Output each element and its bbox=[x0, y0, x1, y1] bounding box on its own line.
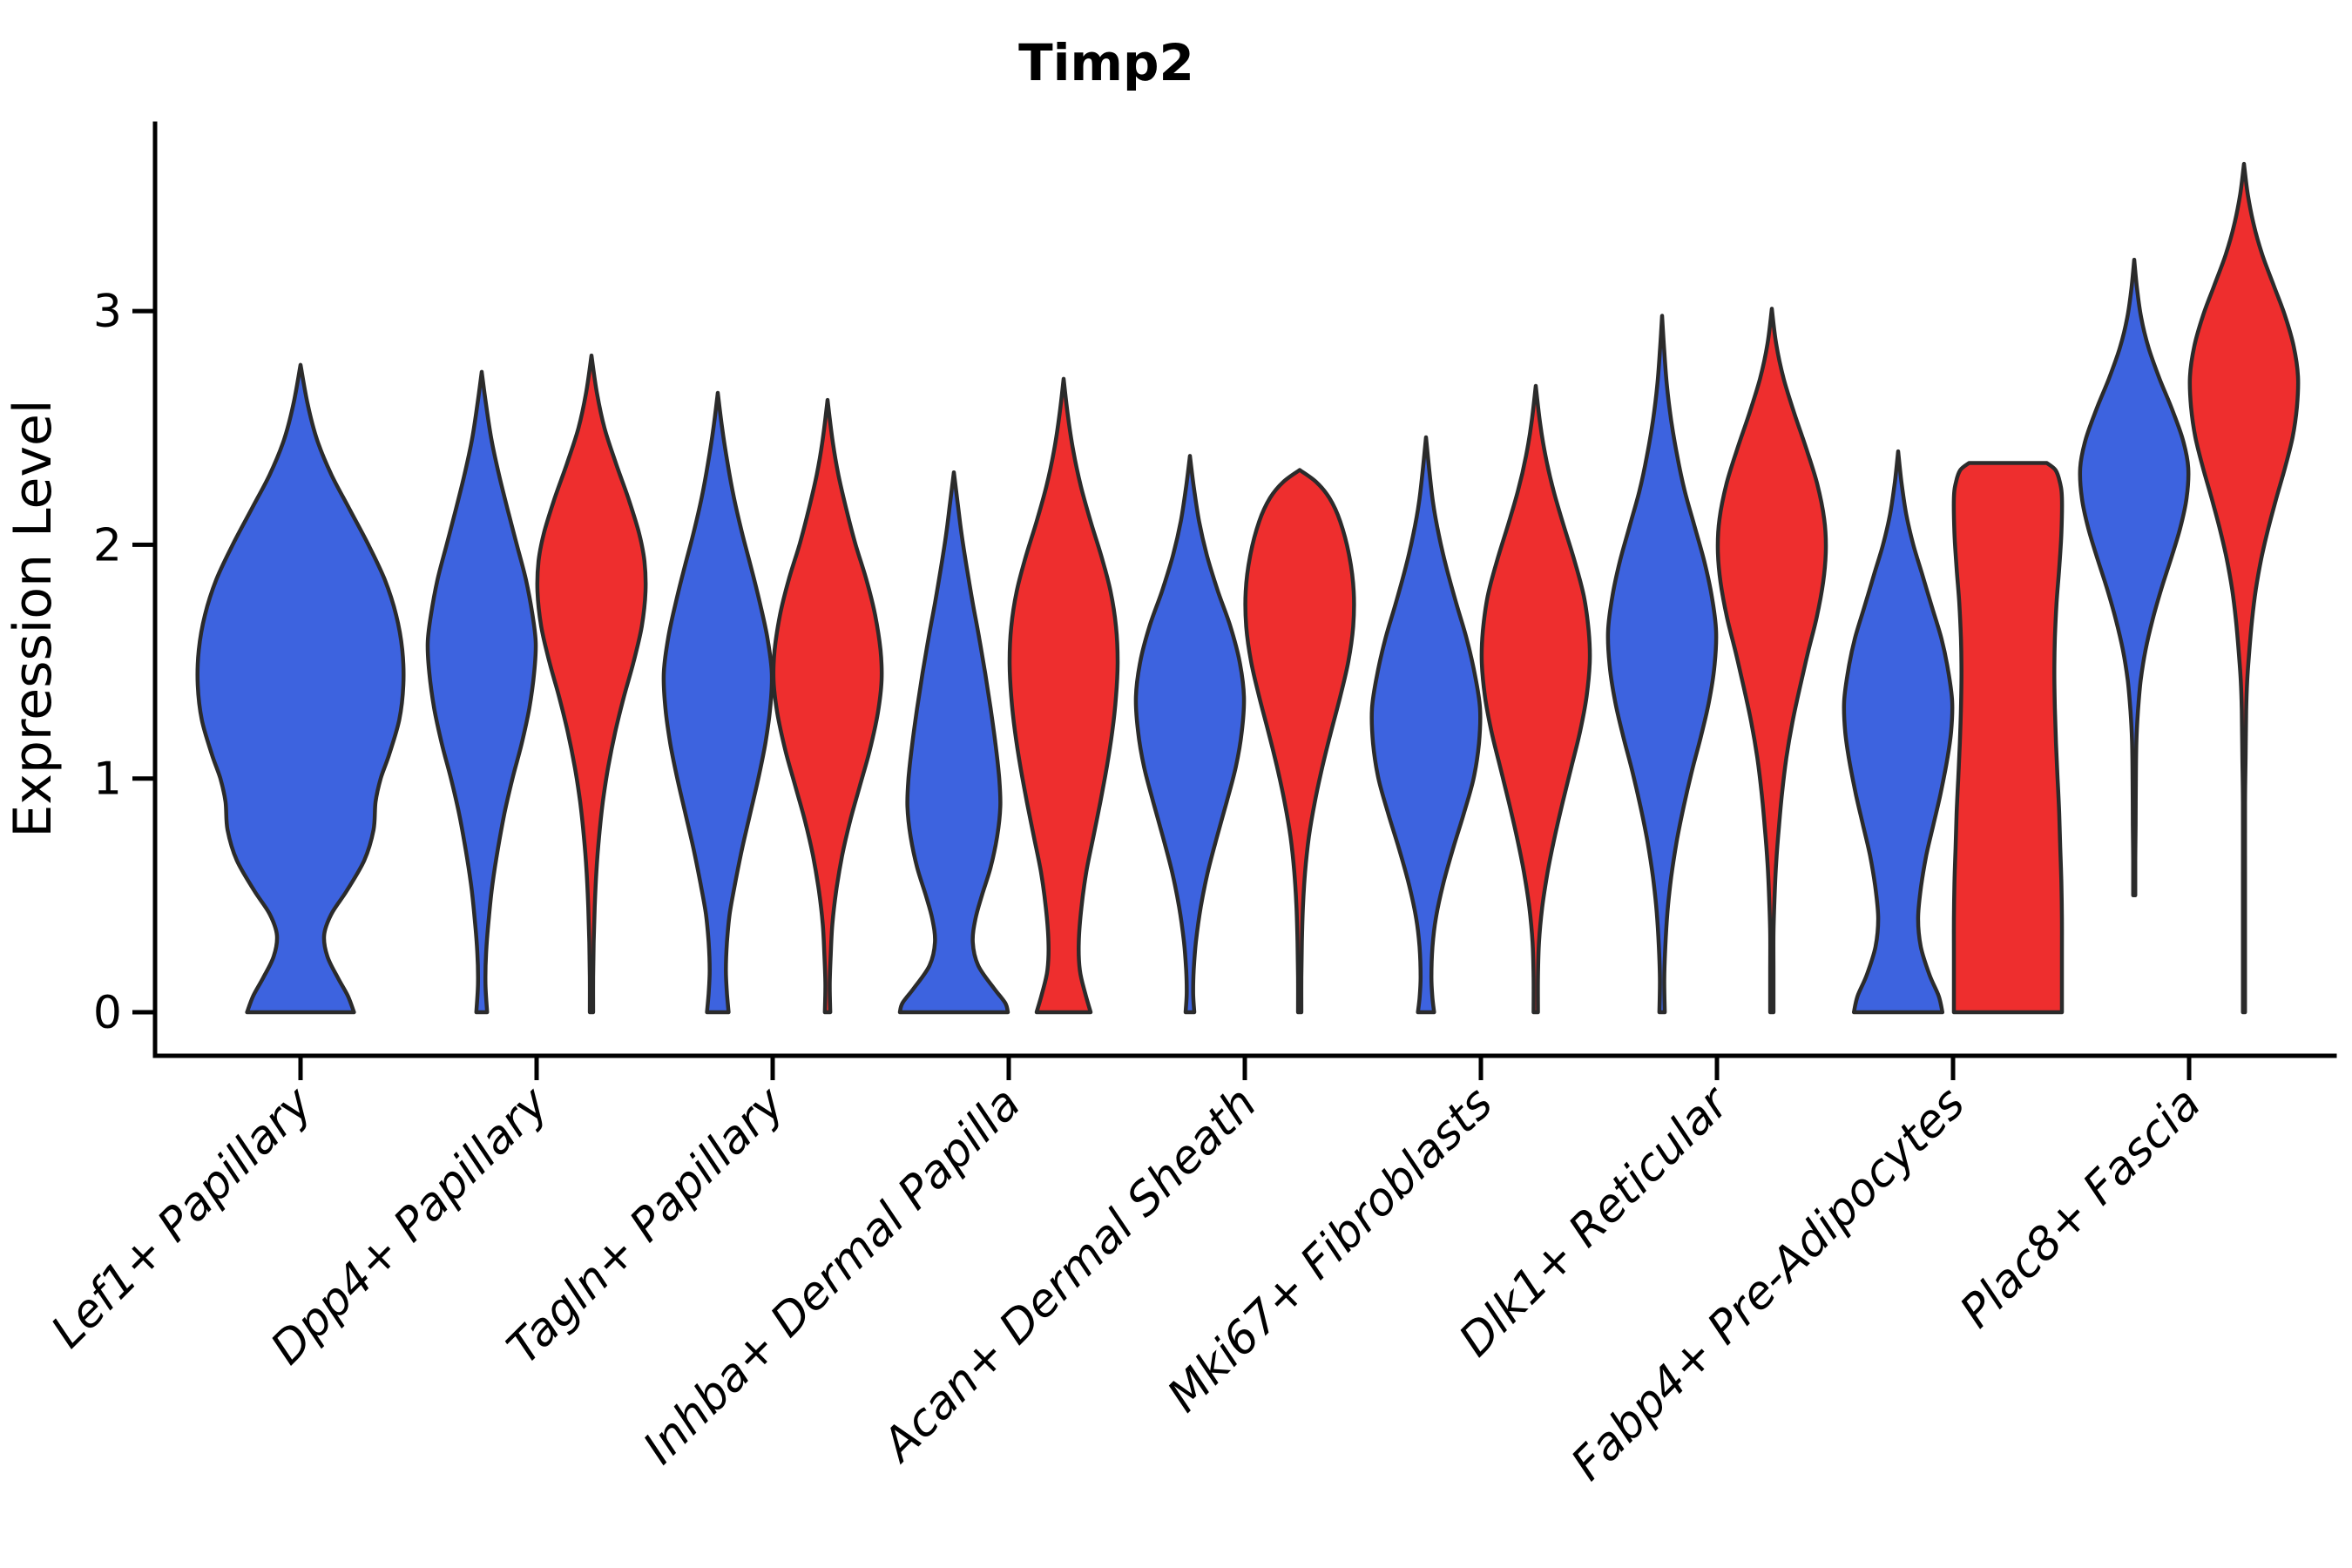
violin-fabp4-pre-adipocytes-red bbox=[1951, 461, 2065, 1015]
y-tick-label-2: 2 bbox=[93, 519, 122, 571]
violin-lef1-papillary-blue bbox=[195, 362, 406, 1015]
x-tick-label-acan-dermal-sheath: Acan+ Dermal Sheath bbox=[871, 1078, 1267, 1473]
y-tick-label-3: 3 bbox=[93, 286, 122, 338]
violin-plac8-fascia-red bbox=[2187, 161, 2301, 1015]
y-tick-label-0: 0 bbox=[93, 987, 122, 1039]
violin-acan-dermal-sheath-red bbox=[1243, 468, 1356, 1015]
violin-fabp4-pre-adipocytes-blue bbox=[1842, 449, 1955, 1015]
x-tick-label-lef1-papillary: Lef1+ Papillary bbox=[42, 1077, 323, 1358]
x-tick-label-inhba-dermal-papilla: Inhba+ Dermal Papilla bbox=[633, 1078, 1031, 1475]
chart-title: Timp2 bbox=[1018, 33, 1194, 92]
violin-plac8-fascia-blue bbox=[2078, 257, 2191, 898]
y-tick-layer: 0 1 2 3 bbox=[93, 286, 155, 1039]
x-tick-label-fabp4-pre-adipocytes: Fabp4+ Pre-Adipocytes bbox=[1562, 1078, 1976, 1491]
violin-acan-dermal-sheath-blue bbox=[1133, 454, 1247, 1015]
violin-inhba-dermal-papilla-red bbox=[1007, 376, 1120, 1015]
violin-tagln-papillary-red bbox=[771, 397, 884, 1015]
violin-dlk1-reticular-red bbox=[1715, 307, 1828, 1015]
violin-inhba-dermal-papilla-blue bbox=[897, 470, 1010, 1015]
violin-mki67-fibroblasts-blue bbox=[1369, 435, 1483, 1015]
violin-tagln-papillary-blue bbox=[661, 390, 774, 1015]
y-tick-label-1: 1 bbox=[93, 754, 122, 806]
violins-layer bbox=[195, 161, 2301, 1015]
violin-mki67-fibroblasts-red bbox=[1479, 383, 1592, 1015]
violin-dpp4-papillary-blue bbox=[425, 369, 538, 1015]
violin-dpp4-papillary-red bbox=[535, 353, 648, 1015]
y-axis-label: Expression Level bbox=[3, 399, 64, 837]
x-tick-label-plac8-fascia: Plac8+ Fascia bbox=[1950, 1078, 2211, 1338]
violin-dlk1-reticular-blue bbox=[1605, 314, 1719, 1015]
